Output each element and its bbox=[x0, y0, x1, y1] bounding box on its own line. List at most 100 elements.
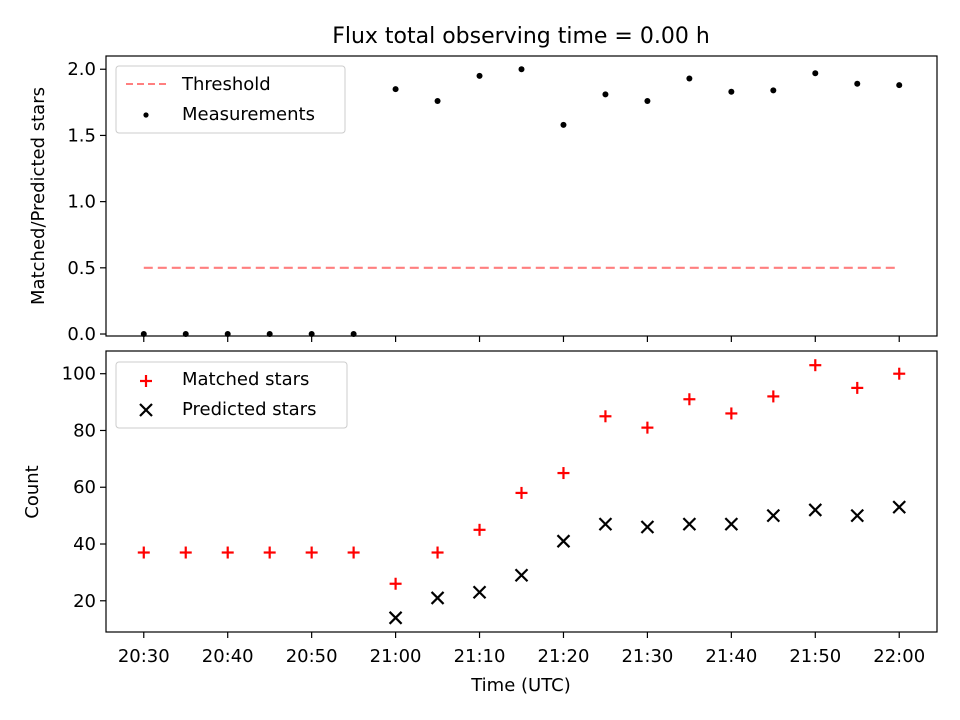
predicted-marker-b bbox=[808, 503, 823, 517]
predicted-marker-b bbox=[388, 611, 403, 625]
measurement-point bbox=[812, 70, 819, 77]
bottom-panel: 20 40 60 80 100 20:30 20:40 20:50 21:00 21:10 21:… bbox=[22, 350, 938, 696]
bottom-y-axis-label: Count bbox=[22, 465, 43, 518]
predicted-star-point bbox=[472, 585, 487, 600]
bottom-legend: Matched stars Predicted stars bbox=[115, 361, 348, 429]
matched-star-point bbox=[221, 546, 234, 559]
matched-star-point bbox=[851, 381, 864, 394]
measurement-point bbox=[770, 87, 777, 94]
matched-star-point bbox=[557, 467, 570, 480]
top-y-tick-label: 0.0 bbox=[67, 324, 96, 345]
bottom-legend-box bbox=[115, 361, 348, 429]
predicted-star-point bbox=[766, 508, 781, 523]
predicted-marker-b bbox=[850, 508, 865, 523]
matched-star-point bbox=[515, 486, 528, 499]
measurement-point bbox=[602, 91, 609, 98]
matched-star-point bbox=[473, 523, 486, 536]
bottom-y-tick-label: 80 bbox=[73, 420, 96, 441]
top-y-axis-label: Matched/Predicted stars bbox=[28, 87, 49, 305]
measurement-point bbox=[644, 98, 651, 105]
measurement-point bbox=[476, 72, 483, 79]
matched-star-point bbox=[305, 546, 318, 559]
predicted-marker-b bbox=[430, 591, 445, 605]
x-tick-label: 21:20 bbox=[538, 646, 590, 667]
predicted-star-point bbox=[682, 517, 697, 531]
predicted-star-point bbox=[514, 568, 529, 583]
measurement-point bbox=[560, 121, 567, 128]
bottom-y-tick-label: 100 bbox=[62, 364, 96, 385]
top-axes-frame bbox=[105, 55, 938, 337]
bottom-y-tick-label: 40 bbox=[73, 534, 96, 555]
legend-measurements-label: Measurements bbox=[182, 104, 315, 125]
legend-measurements-swatch bbox=[143, 112, 149, 118]
predicted-marker-b bbox=[598, 517, 613, 531]
x-tick-label: 21:30 bbox=[621, 646, 673, 667]
top-y-tick-label: 0.5 bbox=[67, 258, 96, 279]
predicted-marker-b bbox=[724, 517, 739, 531]
bottom-x-axis: 20:30 20:40 20:50 21:00 21:10 21:20 21:30 21:40… bbox=[118, 632, 925, 667]
matched-star-point bbox=[347, 546, 360, 559]
top-y-tick-label: 1.5 bbox=[67, 125, 96, 146]
legend-predicted-swatch bbox=[139, 403, 153, 417]
predicted-star-point bbox=[640, 520, 655, 534]
top-y-tick-label: 2.0 bbox=[67, 59, 96, 80]
matched-star-point bbox=[389, 577, 402, 590]
bottom-y-tick-label: 60 bbox=[73, 477, 96, 498]
measurement-point bbox=[434, 98, 441, 105]
predicted-star-point bbox=[430, 591, 445, 605]
matched-star-point bbox=[431, 546, 444, 559]
x-tick-label: 20:50 bbox=[286, 646, 338, 667]
x-tick-label: 21:00 bbox=[370, 646, 422, 667]
predicted-marker-b bbox=[766, 508, 781, 523]
chart-title: Flux total observing time = 0.00 h bbox=[332, 24, 710, 49]
top-panel: 0.00.51.01.52.0 Matched/Predicted stars … bbox=[28, 55, 938, 345]
legend-predicted-label: Predicted stars bbox=[182, 399, 316, 420]
measurement-point bbox=[518, 66, 525, 73]
matched-star-point bbox=[641, 421, 654, 434]
predicted-star-point bbox=[598, 517, 613, 531]
predicted-star-point bbox=[850, 508, 865, 523]
matched-star-point bbox=[725, 407, 738, 420]
predicted-star-point bbox=[388, 611, 403, 625]
matched-star-point bbox=[809, 359, 822, 372]
x-tick-label: 20:40 bbox=[202, 646, 254, 667]
x-tick-label: 21:10 bbox=[454, 646, 506, 667]
x-axis-label: Time (UTC) bbox=[470, 675, 571, 696]
x-tick-label: 20:30 bbox=[118, 646, 170, 667]
legend-matched-swatch bbox=[140, 375, 152, 387]
predicted-star-point bbox=[556, 534, 571, 548]
predicted-marker-b bbox=[514, 568, 529, 583]
measurement-point bbox=[686, 75, 693, 82]
x-tick-label: 21:40 bbox=[705, 646, 757, 667]
top-y-tick-label: 1.0 bbox=[67, 192, 96, 213]
matched-star-point bbox=[683, 393, 696, 406]
predicted-star-point bbox=[892, 500, 907, 514]
predicted-marker-b bbox=[892, 500, 907, 514]
bottom-y-axis: 20 40 60 80 100 bbox=[62, 364, 106, 612]
top-x-axis-ticks bbox=[143, 336, 900, 342]
measurement-point bbox=[392, 86, 399, 93]
top-legend: Threshold Measurements bbox=[115, 65, 346, 134]
predicted-marker-b bbox=[472, 585, 487, 600]
bottom-plot-area bbox=[137, 359, 907, 625]
top-y-axis: 0.0 0.5 1.0 1.5 2.0 bbox=[67, 59, 106, 345]
matched-star-point bbox=[893, 367, 906, 380]
matched-star-point bbox=[767, 390, 780, 403]
bottom-y-tick-label: 20 bbox=[73, 591, 96, 612]
bottom-axes-frame bbox=[105, 350, 938, 633]
predicted-marker-b bbox=[556, 534, 571, 548]
measurement-point bbox=[728, 88, 735, 95]
predicted-marker-b bbox=[640, 520, 655, 534]
matched-star-point bbox=[137, 546, 150, 559]
predicted-marker-b bbox=[682, 517, 697, 531]
legend-threshold-label: Threshold bbox=[181, 74, 271, 95]
measurement-point bbox=[896, 82, 903, 89]
measurement-point bbox=[854, 80, 861, 87]
top-legend-box bbox=[115, 65, 346, 134]
legend-matched-label: Matched stars bbox=[182, 369, 309, 390]
predicted-star-point bbox=[808, 503, 823, 517]
matched-star-point bbox=[599, 410, 612, 423]
matched-star-point bbox=[263, 546, 276, 559]
x-tick-label: 21:50 bbox=[789, 646, 841, 667]
